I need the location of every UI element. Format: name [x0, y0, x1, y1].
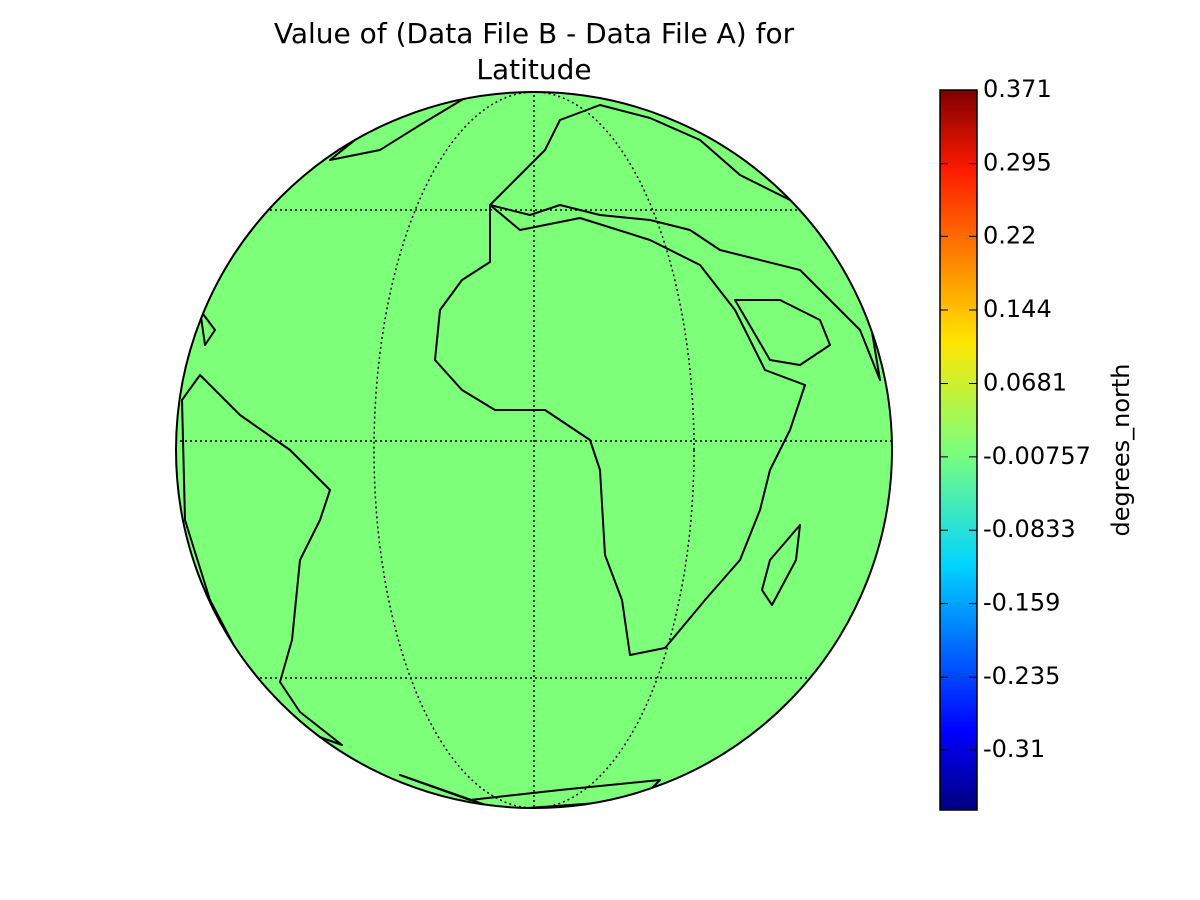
- title-line: Value of (Data File B - Data File A) for: [274, 17, 795, 50]
- colorbar-tick-label: -0.00757: [983, 442, 1091, 470]
- colorbar-tick-label: 0.22: [983, 221, 1036, 249]
- colorbar: [939, 89, 978, 811]
- graticule: [176, 92, 892, 808]
- colorbar-label: degrees_north: [1107, 364, 1135, 537]
- colorbar-tick-label: -0.159: [983, 589, 1060, 617]
- colorbar-tick-label: -0.0833: [983, 515, 1076, 543]
- globe: [176, 92, 892, 808]
- colorbar-tick-label: 0.371: [983, 75, 1052, 103]
- title-line: Latitude: [476, 53, 591, 86]
- colorbar-tick-label: -0.31: [983, 735, 1045, 763]
- colorbar-tick-label: 0.295: [983, 149, 1052, 177]
- globe-outline: [175, 91, 893, 809]
- colorbar-tick-label: 0.144: [983, 295, 1052, 323]
- colorbar-tick-label: 0.0681: [983, 369, 1067, 397]
- colorbar-tick-label: -0.235: [983, 662, 1060, 690]
